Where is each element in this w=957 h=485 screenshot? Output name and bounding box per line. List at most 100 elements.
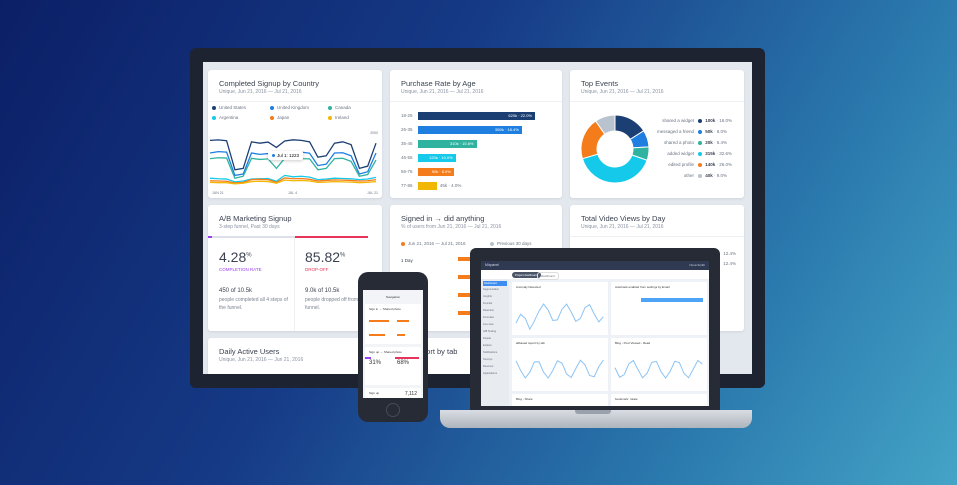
phone-total: 7,112: [404, 391, 417, 397]
dropoff-count: 9.0k of 10.5k: [305, 288, 340, 294]
card-subtitle: Unique, Jun 21, 2016 — Jun 21, 2016: [219, 357, 304, 363]
card-title: Top Events: [581, 79, 619, 88]
purchase-rate-card[interactable]: Purchase Rate by Age Unique, Jun 21, 201…: [390, 70, 562, 198]
legend-item[interactable]: Argentina: [212, 115, 238, 120]
laptop-base: [440, 410, 752, 428]
legend-item[interactable]: Ireland: [328, 115, 349, 120]
signup-by-country-card[interactable]: Completed Signup by Country Unique, Jun …: [208, 70, 382, 198]
dashboard-screen: Completed Signup by Country Unique, Jun …: [203, 62, 752, 374]
laptop-report-card[interactable]: Autotrack enabled from settings by Email: [611, 282, 707, 335]
legend-previous: Previous 30 days: [497, 241, 532, 246]
ab-signup-card[interactable]: A/B Marketing Signup 3-step funnel, Past…: [208, 205, 382, 331]
legend-item[interactable]: Japan: [270, 115, 289, 120]
phone-card-title: Sign up → Shared photo: [369, 350, 402, 354]
series-line: [209, 177, 377, 184]
age-label: 18-25: [401, 113, 413, 118]
card-title: Total Video Views by Day: [581, 214, 666, 223]
series-line: [209, 174, 377, 183]
chart-tooltip: Jul 1: 1223: [268, 151, 304, 160]
purchase-bar[interactable]: 90k · 8.0%: [418, 168, 454, 176]
card-subtitle: Unique, Jun 21, 2016 — Jul 21, 2016: [581, 89, 664, 95]
card-title: Purchase Rate by Age: [401, 79, 476, 88]
series-line: [209, 179, 377, 185]
laptop-report-card[interactable]: Blog - Post Viewed - Read: [611, 338, 707, 391]
nav-item[interactable]: Revenue: [483, 365, 494, 368]
nav-item[interactable]: Insights: [483, 295, 492, 298]
daily-active-users-card[interactable]: Daily Active Users Unique, Jun 21, 2016 …: [208, 338, 382, 374]
x-tick: JUL 21: [367, 191, 378, 195]
event-legend-item[interactable]: other 40k · 9.0%: [683, 173, 728, 178]
completion-rate-value: 4.28%: [219, 249, 252, 265]
event-legend-item[interactable]: added widget 315k · 32.6%: [667, 151, 733, 156]
card-title: port by tab: [422, 347, 458, 356]
x-tick: JUN 21: [212, 191, 224, 195]
purchase-bar[interactable]: 620k · 22.0%: [418, 112, 535, 120]
card-subtitle: % of users from Jun 21, 2016 — Jul 21, 2…: [401, 224, 502, 230]
nav-item[interactable]: A/B Testing: [483, 330, 497, 333]
card-subtitle: Unique, Jun 21, 2016 — Jul 21, 2016: [219, 89, 302, 95]
nav-item[interactable]: Segmentation: [483, 288, 500, 291]
nav-item[interactable]: Notifications: [483, 351, 498, 354]
age-label: 26-35: [401, 127, 413, 132]
nav-item[interactable]: Explore: [483, 344, 492, 347]
laptop-report-card[interactable]: Anomaly Detected: [512, 282, 608, 335]
row-label: 1 Day: [401, 258, 413, 263]
card-title: A/B Marketing Signup: [219, 214, 292, 223]
event-legend-item[interactable]: edited profile 140k · 26.0%: [668, 162, 733, 167]
purchase-bar[interactable]: 310k · 15.6%: [418, 140, 477, 148]
value-label: 12.4%: [723, 261, 736, 266]
phone-nav-title: Navigation: [385, 295, 401, 299]
top-events-card[interactable]: Top Events Unique, Jun 21, 2016 — Jul 21…: [570, 70, 744, 198]
event-legend-item[interactable]: shared a photo 20k · 6.4%: [663, 140, 728, 145]
event-legend-item[interactable]: shared a widget 100k · 16.0%: [662, 118, 733, 123]
completion-rate-label: COMPLETION RATE: [219, 267, 262, 272]
nav-item[interactable]: Funnels: [483, 302, 493, 305]
laptop-screen: Mixpanel Nova Smith Project dashboard Da…: [481, 261, 709, 406]
purchase-bar[interactable]: [418, 182, 437, 190]
nav-item[interactable]: Formulas: [483, 316, 494, 319]
dropoff-label: DROP-OFF: [305, 267, 329, 272]
laptop-report-card[interactable]: Blog - Share: [512, 394, 608, 406]
nav-item[interactable]: Surveys: [483, 358, 493, 361]
tab-dashboard[interactable]: Dashboard: [537, 272, 559, 280]
legend-item[interactable]: United Kingdom: [270, 105, 309, 110]
event-legend-item[interactable]: messaged a friend 50k · 8.0%: [656, 129, 728, 134]
phone-stat: 31%: [369, 360, 382, 366]
nav-item[interactable]: Dashboard: [483, 281, 507, 286]
y-max-label: 2000: [370, 131, 378, 135]
home-button[interactable]: [386, 403, 400, 417]
donut-slice: [595, 114, 616, 135]
nav-item[interactable]: People: [483, 337, 492, 340]
phone-screen: Navigation Sign in → Shared photo Sign u…: [363, 290, 423, 398]
nav-item[interactable]: Applications: [483, 372, 497, 375]
nav-item[interactable]: Live view: [483, 323, 494, 326]
legend-item[interactable]: Canada: [328, 105, 351, 110]
nav-item[interactable]: Retention: [483, 309, 495, 312]
donut-slice: [581, 153, 648, 184]
purchase-bar[interactable]: 120k · 10.0%: [418, 154, 456, 162]
phone-card-title: Sign in → Shared photo: [369, 307, 401, 311]
purchase-bar[interactable]: 550k · 18.4%: [418, 126, 522, 134]
x-tick: JUL 4: [288, 191, 298, 195]
bar-label: 45k · 4.0%: [439, 183, 462, 188]
laptop-report-card[interactable]: bookmark: rotate: [611, 394, 707, 406]
series-line: [209, 139, 377, 171]
card-title: Completed Signup by Country: [219, 79, 320, 88]
tab-project-dashboard[interactable]: Project dashboard: [512, 272, 541, 278]
user-menu[interactable]: Nova Smith: [689, 263, 705, 267]
laptop-report-card[interactable]: allbased report by tab: [512, 338, 608, 391]
card-subtitle: Unique, Jun 21, 2016 — Jul 21, 2016: [581, 224, 664, 230]
age-label: 35-45: [401, 141, 413, 146]
phone-card-title: Sign up: [369, 391, 380, 395]
card-title: Signed in → did anything: [401, 214, 485, 223]
value-label: 12.4%: [723, 251, 736, 256]
laptop-notch: [575, 410, 611, 414]
legend-item[interactable]: United States: [212, 105, 246, 110]
card-subtitle: 3-step funnel, Past 30 days: [219, 224, 280, 230]
phone-stat: 68%: [397, 360, 410, 366]
top-events-donut: [580, 114, 650, 184]
signup-line-chart: [209, 139, 377, 185]
age-label: 77-86: [401, 183, 413, 188]
completion-count: 450 of 10.5k: [219, 288, 253, 294]
dropoff-value: 85.82%: [305, 249, 346, 265]
